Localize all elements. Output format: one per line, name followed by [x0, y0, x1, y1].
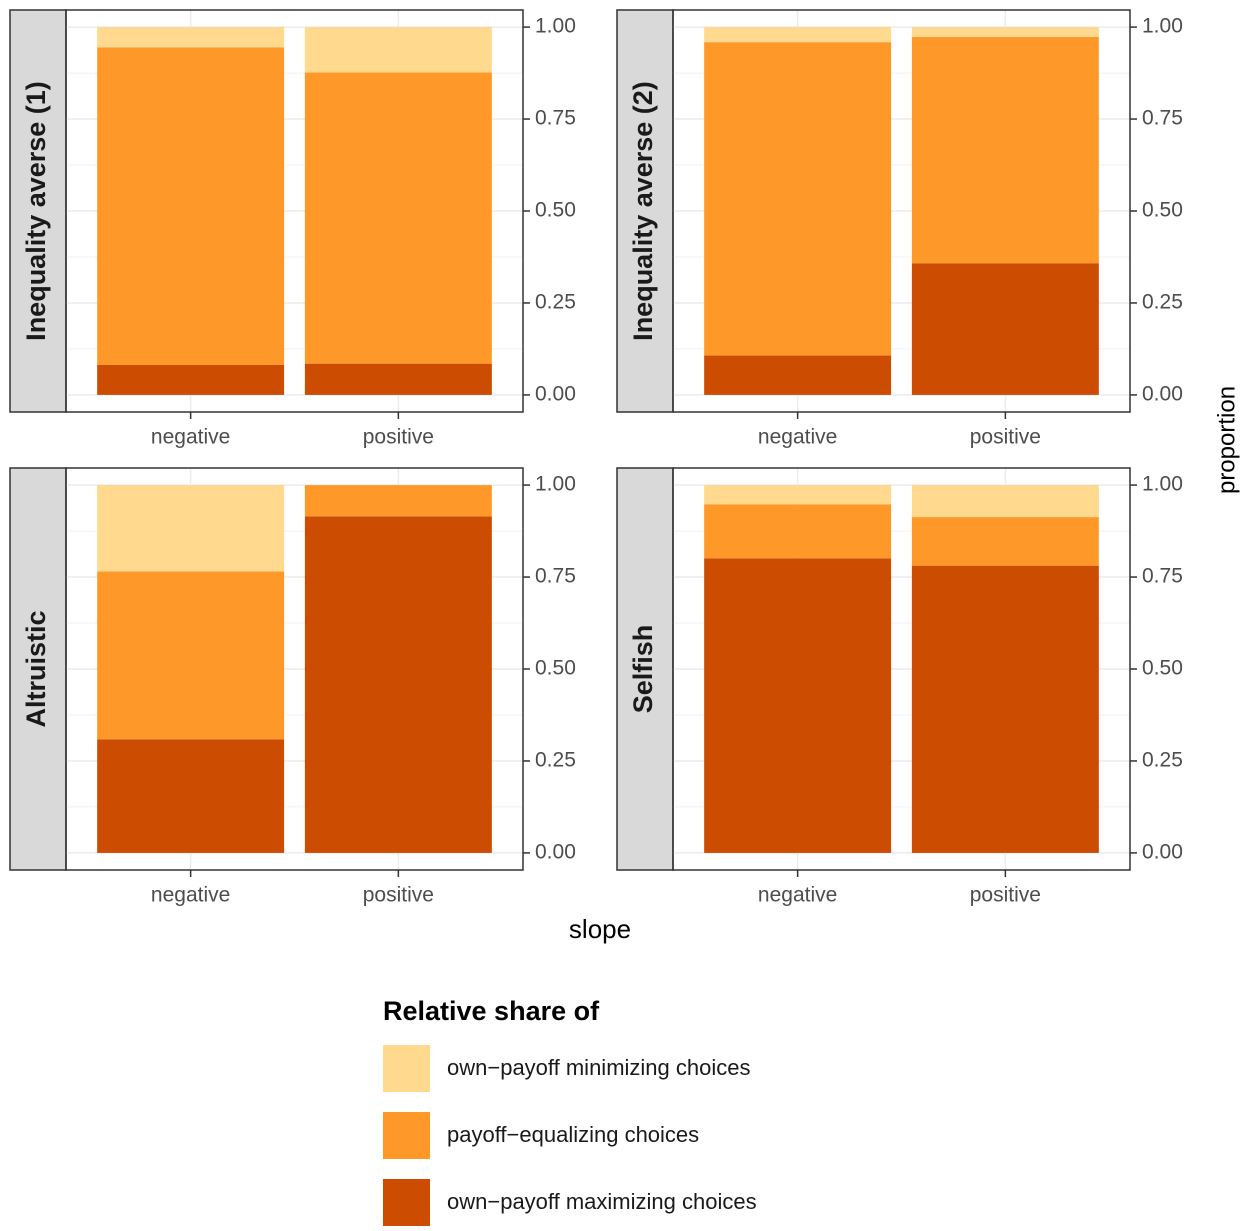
strip — [9, 467, 67, 871]
legend-label: payoff−equalizing choices — [447, 1122, 699, 1147]
bar-segment — [304, 72, 492, 364]
y-tick-label: 0.50 — [535, 657, 576, 680]
bar-segment — [911, 485, 1099, 518]
bar-segment — [704, 485, 892, 505]
x-tick-label: positive — [970, 884, 1041, 907]
strip-label: Selfish — [628, 625, 658, 714]
strip-label: Inequality averse (1) — [21, 81, 51, 341]
y-axis-label: proportion — [1213, 386, 1240, 494]
y-tick-label: 0.75 — [535, 107, 576, 130]
y-tick-label: 0.00 — [535, 840, 576, 863]
legend-key — [383, 1045, 430, 1092]
y-tick-label: 0.50 — [1142, 657, 1183, 680]
bar-segment — [911, 37, 1099, 264]
strip — [9, 9, 67, 413]
bar-segment — [97, 485, 285, 572]
y-tick-label: 1.00 — [535, 15, 576, 38]
y-tick-label: 0.75 — [1142, 565, 1183, 588]
bar-segment — [704, 27, 892, 43]
y-tick-label: 0.75 — [535, 565, 576, 588]
bar-segment — [304, 27, 492, 73]
bar-segment — [304, 485, 492, 517]
legend-label: own−payoff minimizing choices — [447, 1055, 750, 1080]
y-tick-label: 0.50 — [1142, 199, 1183, 222]
y-tick-label: 1.00 — [1142, 15, 1183, 38]
bar-segment — [911, 263, 1099, 395]
bar-segment — [97, 27, 285, 48]
x-tick-label: negative — [151, 426, 230, 449]
panel-border — [672, 467, 1131, 871]
y-tick-label: 1.00 — [1142, 473, 1183, 496]
y-tick-label: 0.50 — [535, 199, 576, 222]
y-tick-label: 0.25 — [535, 749, 576, 772]
bar-segment — [304, 516, 492, 853]
bar-segment — [704, 355, 892, 395]
x-tick-label: negative — [758, 884, 837, 907]
y-tick-label: 0.25 — [1142, 749, 1183, 772]
y-tick-label: 0.00 — [1142, 382, 1183, 405]
strip-label: Inequality averse (2) — [628, 81, 658, 341]
bar-segment — [704, 504, 892, 559]
y-tick-label: 0.25 — [1142, 291, 1183, 314]
panel-border — [65, 9, 524, 413]
bar-segment — [97, 739, 285, 853]
x-axis-label: slope — [569, 914, 631, 944]
bar-segment — [911, 517, 1099, 566]
legend-title: Relative share of — [383, 996, 600, 1026]
x-tick-label: negative — [151, 884, 230, 907]
bar-segment — [911, 27, 1099, 38]
x-tick-label: negative — [758, 426, 837, 449]
panel-border — [65, 467, 524, 871]
y-tick-label: 0.25 — [535, 291, 576, 314]
strip-label: Altruistic — [21, 610, 51, 727]
y-tick-label: 0.00 — [1142, 840, 1183, 863]
y-tick-label: 0.75 — [1142, 107, 1183, 130]
bar-segment — [97, 571, 285, 740]
bar-segment — [304, 363, 492, 395]
y-tick-label: 0.00 — [535, 382, 576, 405]
x-tick-label: positive — [970, 426, 1041, 449]
panel-border — [672, 9, 1131, 413]
legend-key — [383, 1112, 430, 1159]
y-tick-label: 1.00 — [535, 473, 576, 496]
legend-label: own−payoff maximizing choices — [447, 1189, 757, 1214]
strip — [616, 9, 674, 413]
bar-segment — [704, 42, 892, 356]
bar-segment — [97, 47, 285, 365]
legend-key — [383, 1179, 430, 1226]
bar-segment — [911, 565, 1099, 853]
x-tick-label: positive — [363, 884, 434, 907]
bar-segment — [704, 558, 892, 853]
bar-segment — [97, 364, 285, 395]
x-tick-label: positive — [363, 426, 434, 449]
